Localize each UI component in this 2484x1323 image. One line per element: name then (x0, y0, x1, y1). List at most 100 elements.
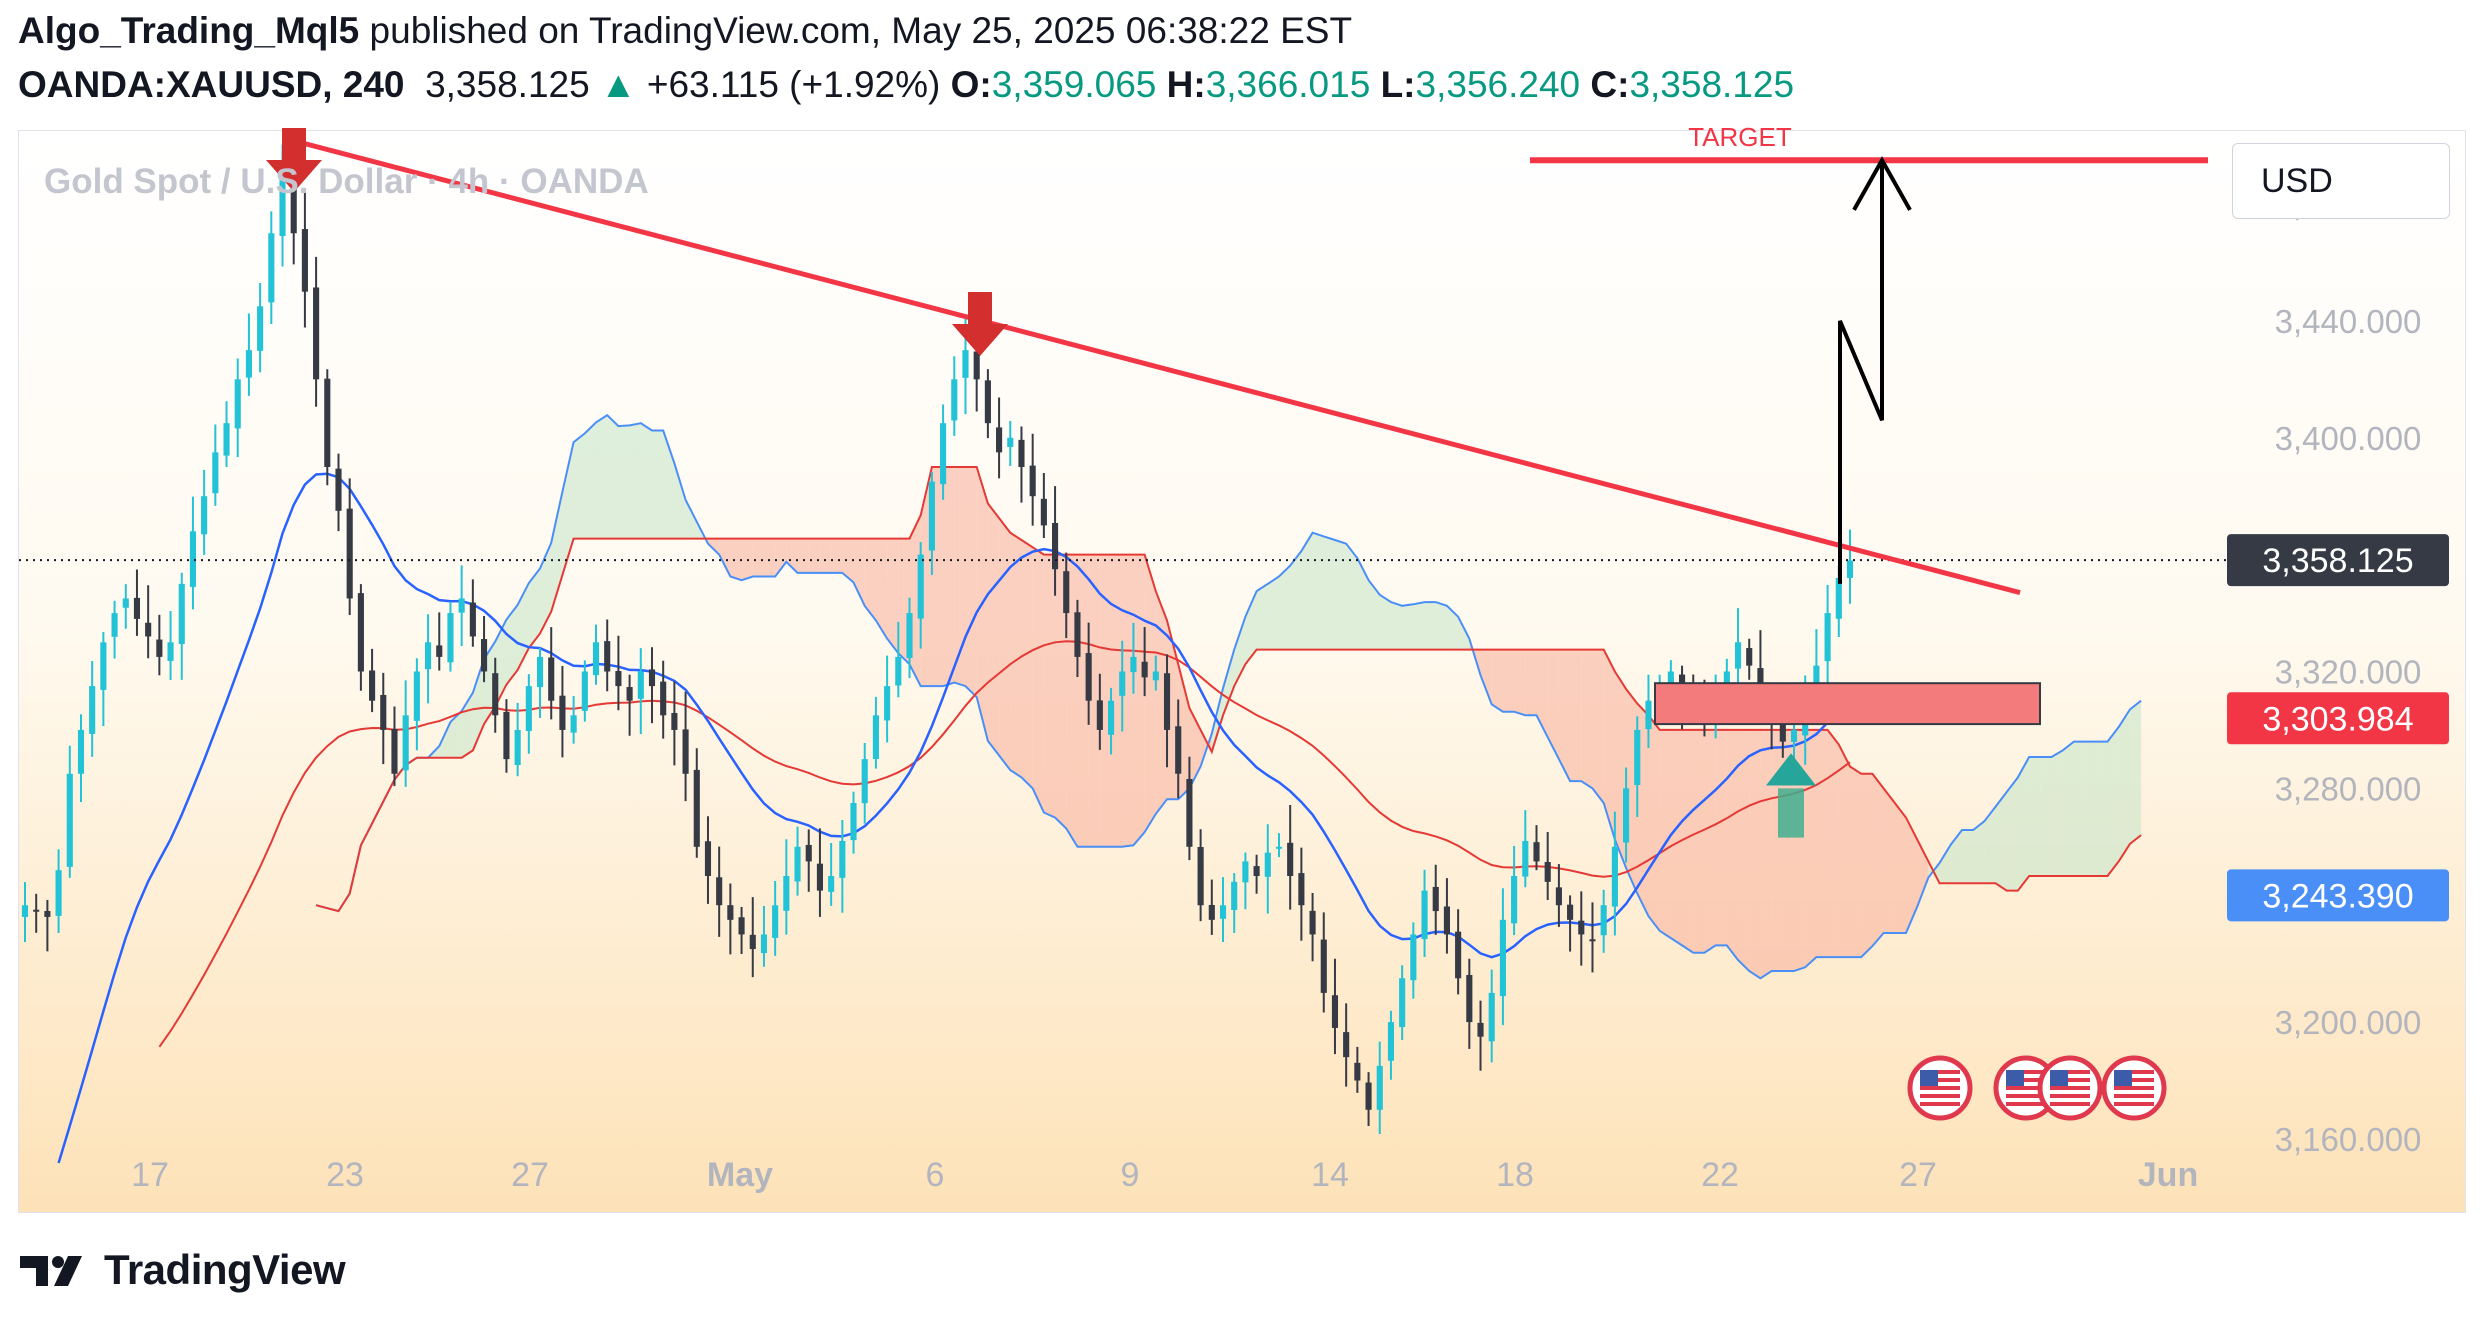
author-name[interactable]: Algo_Trading_Mql5 (18, 10, 360, 51)
candle-body (525, 686, 532, 732)
candle-body (290, 164, 297, 234)
cloud-segment (1872, 773, 1884, 947)
tradingview-logo-icon[interactable] (18, 1250, 90, 1290)
cloud-segment (472, 659, 485, 751)
price-axis[interactable]: 3,480.0003,440.0003,400.0003,320.0003,28… (2275, 186, 2422, 1158)
cloud-segment (730, 538, 742, 581)
candle-body (1376, 1065, 1383, 1110)
low-label: L: (1380, 64, 1416, 105)
cloud-segment (1088, 554, 1100, 847)
candle-body (279, 160, 286, 237)
time-axis[interactable]: 17 23 27 May 6 9 14 18 22 27 Jun (131, 1156, 2198, 1194)
high-value: 3,366.015 (1205, 64, 1371, 105)
cloud-segment (763, 538, 776, 577)
candle-body (704, 841, 712, 877)
cloud-segment (1749, 729, 1761, 979)
x-tick-label: 9 (1121, 1156, 1140, 1194)
cloud-segment (2107, 727, 2119, 877)
arrow-down-shaft (968, 292, 992, 326)
currency-button[interactable]: USD (2232, 143, 2450, 219)
close-value: 3,358.125 (1629, 64, 1795, 105)
candle-body (1253, 866, 1260, 877)
cloud-segment (1502, 649, 1515, 712)
chart-frame[interactable] (18, 130, 2466, 1213)
candle-body (1746, 648, 1753, 666)
cloud-segment (1390, 602, 1403, 650)
candle-body (951, 379, 958, 421)
candle-body (1578, 920, 1585, 935)
candle-body (973, 351, 980, 380)
candle-body (503, 711, 510, 760)
candle-body (1477, 1022, 1484, 1037)
red-price-label-bg (2227, 692, 2449, 745)
cloud-segment (596, 415, 608, 539)
demand-zone (1654, 682, 2041, 726)
arrow-up-shaft (1778, 788, 1804, 838)
candle-body (1634, 729, 1641, 785)
cloud-segment (1458, 616, 1470, 650)
candle-body (324, 378, 331, 467)
candle-body (1018, 439, 1025, 467)
cloud-segment (1312, 532, 1324, 650)
us-flag-stripe (1920, 1078, 1960, 1082)
triangle-up-icon: ▲ (599, 64, 637, 105)
cloud-segment (607, 415, 619, 539)
candle-body (1846, 560, 1854, 578)
cloud-segment (1693, 729, 1705, 953)
cloud-segment (517, 583, 529, 671)
candle-body (245, 350, 252, 378)
cloud-segment (450, 710, 462, 758)
y-tick-label: 3,200.000 (2275, 1004, 2422, 1041)
candle-body (1287, 842, 1294, 877)
cloud-segment (1547, 649, 1559, 760)
us-flag-stripe (1920, 1094, 1960, 1098)
open-value: 3,359.065 (991, 64, 1157, 105)
cloud-segment (875, 538, 888, 639)
candle-body (536, 656, 544, 688)
candle-body (357, 593, 364, 672)
cloud-segment (1558, 649, 1571, 782)
candle-body (1623, 788, 1630, 843)
candle-body (369, 670, 376, 701)
us-flag-stripe (2006, 1086, 2046, 1090)
candle-body (1052, 522, 1059, 570)
candle-body (492, 673, 499, 716)
cloud-segment (1816, 729, 1828, 958)
cloud-segment (1648, 715, 1660, 931)
cloud-segment (1323, 536, 1335, 650)
x-tick-label: May (707, 1156, 773, 1194)
cloud-segment (1760, 729, 1772, 979)
arrow-down-head (952, 324, 1008, 356)
candle-body (648, 669, 656, 687)
cloud-segment (1514, 649, 1526, 716)
symbol-line: OANDA:XAUUSD, 240 3,358.125 ▲ +63.115 (+… (18, 64, 1794, 106)
candle-body (1455, 931, 1462, 979)
cloud-segment (864, 538, 876, 621)
candle-body (716, 877, 723, 906)
tradingview-brand[interactable]: TradingView (104, 1246, 346, 1293)
cloud-segment (2118, 709, 2130, 862)
candle-body (772, 905, 779, 938)
candle-body (1589, 939, 1596, 942)
candle-body (1790, 729, 1798, 742)
cloud-segment (618, 425, 630, 539)
candle-body (1197, 846, 1204, 906)
cloud-segment (887, 538, 899, 654)
candle-body (1298, 873, 1305, 906)
candle-body (156, 639, 163, 657)
candle-body (234, 379, 241, 429)
candle-body (559, 695, 566, 730)
us-flag-stripe (2006, 1094, 2046, 1098)
cloud-segment (1961, 829, 1974, 884)
candle-body (1219, 905, 1227, 919)
candle-body (1511, 876, 1518, 924)
candle-body (122, 598, 129, 608)
y-tick-label: 3,160.000 (2275, 1121, 2422, 1158)
candle-body (1443, 906, 1450, 935)
symbol-name[interactable]: OANDA:XAUUSD, 240 (18, 64, 405, 105)
candle-body (1522, 840, 1529, 877)
cloud-segment (2029, 756, 2041, 877)
cloud-segment (1950, 829, 1962, 884)
high-label: H: (1166, 64, 1206, 105)
